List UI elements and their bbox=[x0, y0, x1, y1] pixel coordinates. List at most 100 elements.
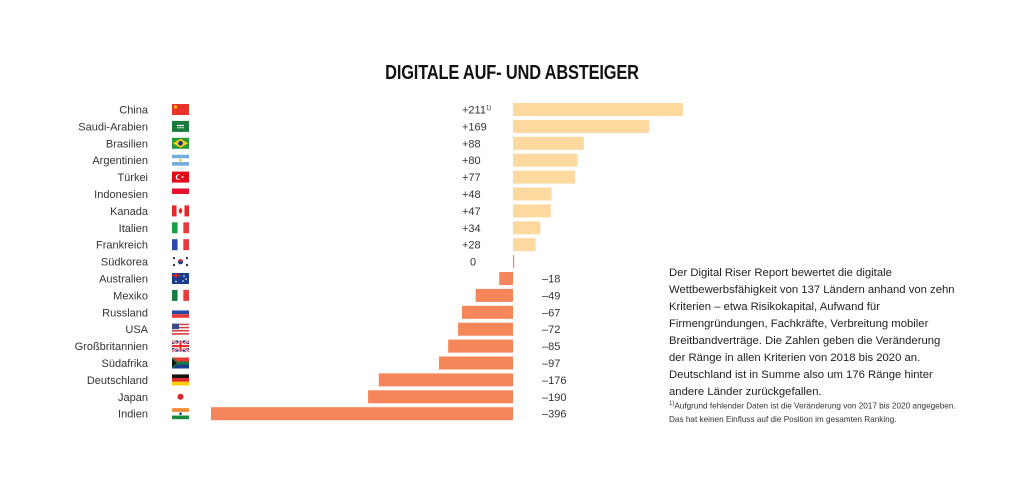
value-label: +88 bbox=[462, 138, 481, 150]
bar bbox=[211, 407, 513, 421]
flag-field bbox=[172, 120, 189, 132]
flag-star bbox=[183, 275, 185, 277]
flag-stripe bbox=[172, 314, 189, 318]
bar bbox=[475, 288, 513, 302]
value-label-text: +169 bbox=[462, 121, 487, 133]
value-label: 0 bbox=[470, 257, 476, 269]
germany-flag-icon bbox=[172, 374, 189, 386]
country-label: Japan bbox=[118, 392, 148, 404]
flag-chakra bbox=[179, 412, 182, 416]
flag-sun bbox=[177, 393, 184, 400]
flag-stripe bbox=[172, 188, 189, 194]
indonesia-flag-icon bbox=[172, 188, 189, 200]
flag-stripe bbox=[172, 328, 189, 330]
country-label: Frankreich bbox=[96, 240, 148, 252]
bar bbox=[513, 238, 536, 252]
flag-field bbox=[172, 104, 189, 115]
flag-trigram bbox=[186, 264, 188, 267]
value-label-text: +211 bbox=[462, 105, 486, 117]
flag-stripe bbox=[172, 331, 189, 334]
russia-flag-icon bbox=[172, 306, 189, 318]
flag-triangle bbox=[172, 359, 177, 367]
usa-flag-icon bbox=[172, 323, 189, 335]
country-label: Brasilien bbox=[106, 138, 148, 150]
flag-canton bbox=[172, 323, 179, 330]
value-label: +48 bbox=[462, 189, 481, 201]
country-label: Indonesien bbox=[94, 189, 148, 201]
value-label-text: +28 bbox=[462, 240, 481, 252]
country-label: Argentinien bbox=[92, 155, 148, 167]
uk-flag-icon bbox=[171, 339, 190, 353]
flag-field bbox=[172, 273, 189, 284]
value-label: –396 bbox=[542, 409, 566, 421]
bar bbox=[439, 356, 513, 370]
japan-flag-icon bbox=[172, 391, 189, 403]
bar bbox=[368, 390, 513, 404]
flag-sun bbox=[179, 159, 182, 162]
country-label: Großbritannien bbox=[75, 341, 148, 353]
country-label: Mexiko bbox=[113, 290, 148, 302]
flag-stripe bbox=[172, 378, 189, 382]
value-label: –176 bbox=[542, 375, 566, 387]
flag-stripe bbox=[172, 357, 189, 363]
flag-cross bbox=[172, 274, 180, 277]
bar bbox=[513, 153, 578, 167]
value-label: –72 bbox=[542, 324, 560, 336]
country-label: China bbox=[119, 105, 149, 117]
chart-description: Der Digital Riser Report bewertet die di… bbox=[669, 267, 955, 398]
value-label: –18 bbox=[542, 274, 560, 286]
value-label: –190 bbox=[542, 392, 566, 404]
flag-star bbox=[185, 278, 187, 280]
bar bbox=[513, 170, 576, 184]
bar bbox=[378, 373, 513, 387]
value-label-text: +34 bbox=[462, 223, 481, 235]
flag-stripe bbox=[172, 329, 189, 332]
bar bbox=[513, 221, 541, 235]
flag-star bbox=[175, 280, 177, 283]
flag-trigram bbox=[173, 264, 175, 267]
flag-stripe bbox=[177, 289, 184, 301]
value-label: +34 bbox=[462, 223, 481, 235]
country-label: Saudi-Arabien bbox=[78, 121, 148, 133]
flag-cross-red bbox=[172, 345, 189, 348]
footnote-text: Aufgrund fehlender Daten ist die Verände… bbox=[669, 401, 956, 424]
flag-stripe bbox=[172, 310, 189, 315]
flag-sword bbox=[177, 127, 184, 129]
chart-title: DIGITALE AUF- UND ABSTEIGER bbox=[385, 62, 639, 84]
bar bbox=[513, 103, 683, 116]
flag-crescent-cut bbox=[177, 174, 182, 180]
bar bbox=[513, 255, 515, 269]
flag-stripe bbox=[177, 239, 184, 251]
flag-trigram bbox=[173, 257, 175, 260]
footnote-marker: 1) bbox=[669, 401, 675, 407]
value-label: +47 bbox=[462, 206, 481, 218]
flag-stripe bbox=[172, 408, 189, 412]
flag-stripe bbox=[177, 222, 184, 234]
canada-flag-icon bbox=[172, 205, 189, 217]
value-label-text: –85 bbox=[542, 341, 560, 353]
flag-stripe bbox=[172, 333, 189, 335]
flag-stripe bbox=[172, 289, 178, 301]
country-label: Türkei bbox=[117, 172, 148, 184]
flag-stripe bbox=[172, 381, 189, 386]
country-label: Indien bbox=[118, 409, 148, 421]
bar bbox=[458, 322, 513, 336]
bar bbox=[513, 187, 552, 201]
bar bbox=[513, 204, 551, 218]
bar bbox=[513, 119, 650, 133]
france-flag-icon bbox=[172, 239, 189, 251]
south-korea-flag-icon bbox=[172, 256, 189, 268]
flag-star bbox=[182, 280, 184, 282]
flag-stripe bbox=[172, 415, 189, 420]
value-label-text: 0 bbox=[470, 257, 476, 269]
value-label-text: +88 bbox=[462, 138, 481, 150]
flag-stripe bbox=[183, 239, 189, 251]
saudi-arabia-flag-icon bbox=[172, 120, 189, 132]
value-label-text: +48 bbox=[462, 189, 481, 201]
flag-stripe bbox=[172, 325, 189, 327]
country-label: Südkorea bbox=[101, 257, 149, 269]
value-footnote-marker: 1) bbox=[486, 106, 491, 112]
value-label: +77 bbox=[462, 172, 481, 184]
value-label: –97 bbox=[542, 358, 560, 370]
